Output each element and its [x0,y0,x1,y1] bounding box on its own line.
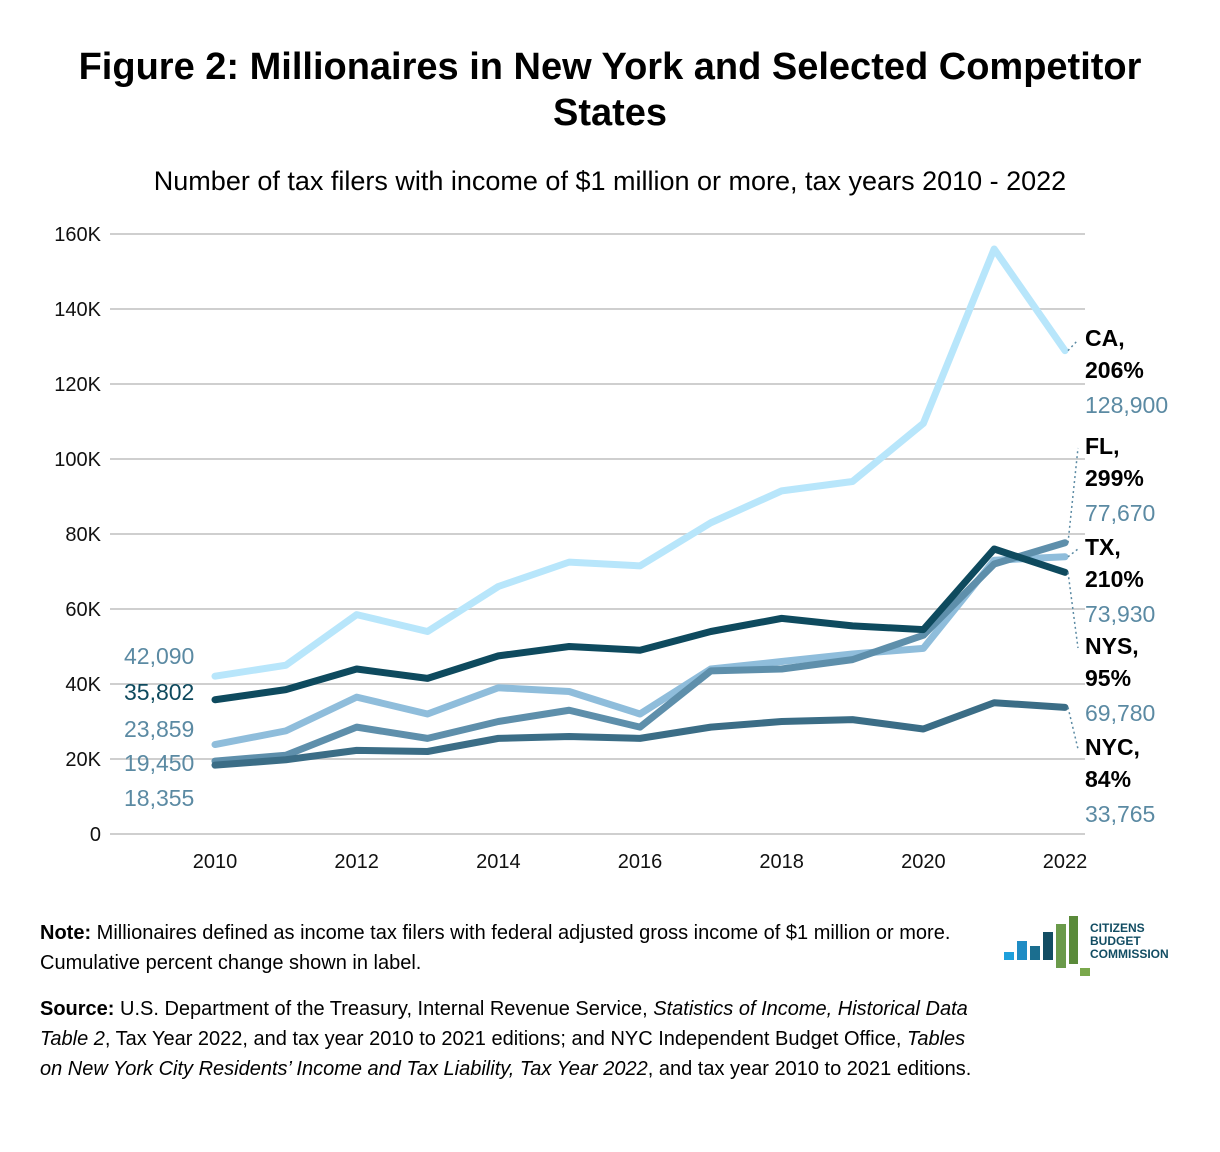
end-label-value-nys: 69,780 [1085,700,1155,726]
y-tick-label: 60K [65,599,101,621]
source-text-1: U.S. Department of the Treasury, Interna… [114,998,654,1020]
y-tick-label: 100K [54,449,101,471]
y-tick-label: 40K [65,674,101,696]
x-tick-label: 2012 [334,851,379,873]
source-text-3: , and tax year 2010 to 2021 editions. [647,1058,972,1080]
y-tick-label: 120K [54,374,101,396]
note-label: Note: [40,922,92,944]
x-tick-label: 2016 [618,851,663,873]
start-label-nyc: 18,355 [124,785,194,811]
x-tick-label: 2014 [476,851,521,873]
start-label-fl: 19,450 [124,750,194,776]
note-text: Millionaires defined as income tax filer… [40,922,951,974]
source-text-2: , Tax Year 2022, and tax year 2010 to 20… [104,1028,907,1050]
source-label: Source: [40,998,115,1020]
note-paragraph: Note: Millionaires defined as income tax… [40,918,980,978]
leader-line-fl [1067,447,1079,543]
end-label-name-fl: FL, [1085,433,1120,459]
end-label-change-fl: 299% [1085,465,1144,491]
logo-text-line-2: BUDGET [1090,934,1141,948]
end-label-name-nyc: NYC, [1085,734,1140,760]
logo-bar [1030,946,1040,960]
notes-block: Note: Millionaires defined as income tax… [40,918,980,1100]
logo-bar [1017,941,1027,960]
series-line-fl [211,539,1069,765]
end-label-value-ca: 128,900 [1085,392,1168,418]
end-label-value-fl: 77,670 [1085,500,1155,526]
logo-bar [1056,924,1066,968]
end-label-name-nys: NYS, [1085,633,1139,659]
series-line-nyc [211,699,1069,769]
x-tick-label: 2018 [759,851,804,873]
logo-bar [1043,932,1053,960]
y-tick-label: 140K [54,299,101,321]
source-paragraph: Source: U.S. Department of the Treasury,… [40,994,980,1084]
line-chart: 0 20K 40K 60K 80K 100K 120K 140K 160K 2010 2012 201… [54,224,1168,873]
chart-subtitle: Number of tax filers with income of $1 m… [153,166,1067,196]
leader-line-ca [1067,339,1079,352]
end-label-change-nyc: 84% [1085,766,1131,792]
y-tick-label: 160K [54,224,101,246]
series-line-tx [211,553,1069,749]
chart-title: Figure 2: Millionaires in New York and S… [78,46,1142,134]
leader-line-nys [1067,572,1079,649]
end-label-value-tx: 73,930 [1085,601,1155,627]
start-label-tx: 23,859 [124,716,194,742]
logo-text-line-1: CITIZENS [1090,921,1145,935]
source-italic-2: Tables on New York City Residents’ Incom… [40,1028,966,1080]
leader-line-nyc [1067,707,1079,750]
x-tick-label: 2022 [1043,851,1088,873]
leader-line-tx [1067,548,1079,558]
logo-bar [1069,916,1078,964]
logo-bar [1004,952,1014,960]
x-tick-label: 2010 [193,851,238,873]
end-label-change-ca: 206% [1085,357,1144,383]
logo-bar [1080,968,1090,976]
y-tick-label: 20K [65,749,101,771]
x-tick-label: 2020 [901,851,946,873]
end-label-change-tx: 210% [1085,566,1144,592]
start-label-nys: 35,802 [124,679,194,705]
logo-text-line-3: COMMISSION [1090,947,1169,961]
end-label-name-tx: TX, [1085,534,1121,560]
end-label-name-ca: CA, [1085,325,1125,351]
end-label-change-nys: 95% [1085,665,1131,691]
source-italic-1: Statistics of Income, Historical Data Ta… [40,998,968,1050]
series-line-ca [211,245,1069,680]
series-line-nys [211,545,1069,704]
logo-text: CITIZENS BUDGET COMMISSION [1090,922,1169,961]
y-tick-label: 80K [65,524,101,546]
cbc-logo [1004,916,1090,976]
start-label-ca: 42,090 [124,643,194,669]
end-label-value-nyc: 33,765 [1085,801,1155,827]
y-tick-label: 0 [90,824,101,846]
